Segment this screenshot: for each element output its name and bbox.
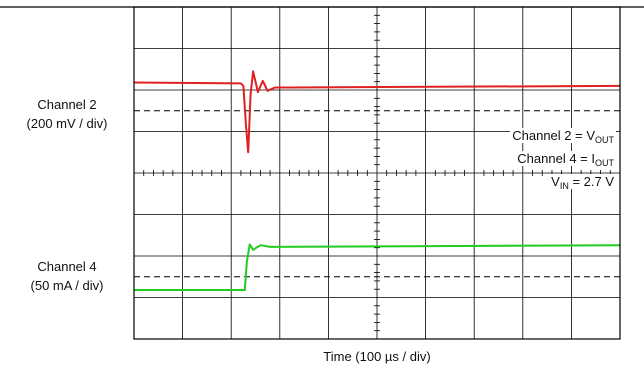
channel-4-name: Channel 4 (37, 259, 97, 274)
traces (133, 70, 621, 291)
annotation-vin: VIN = 2.7 V (549, 174, 616, 191)
reference-lines (134, 110, 620, 278)
channel-2-trace (133, 70, 621, 154)
annotation-channel-4: Channel 4 = IOUT (515, 151, 616, 168)
channel-4-scale: (50 mA / div) (30, 278, 104, 293)
annotation-channel-2: Channel 2 = VOUT (510, 128, 616, 145)
channel-2-label: Channel 2 (200 mV / div) (2, 95, 132, 133)
channel-4-label: Channel 4 (50 mA / div) (2, 257, 132, 295)
grid (134, 7, 620, 339)
channel-2-name: Channel 2 (37, 97, 97, 112)
channel-2-scale: (200 mV / div) (26, 116, 108, 131)
x-axis-label: Time (100 µs / div) (323, 349, 431, 364)
channel-4-trace (134, 243, 621, 291)
